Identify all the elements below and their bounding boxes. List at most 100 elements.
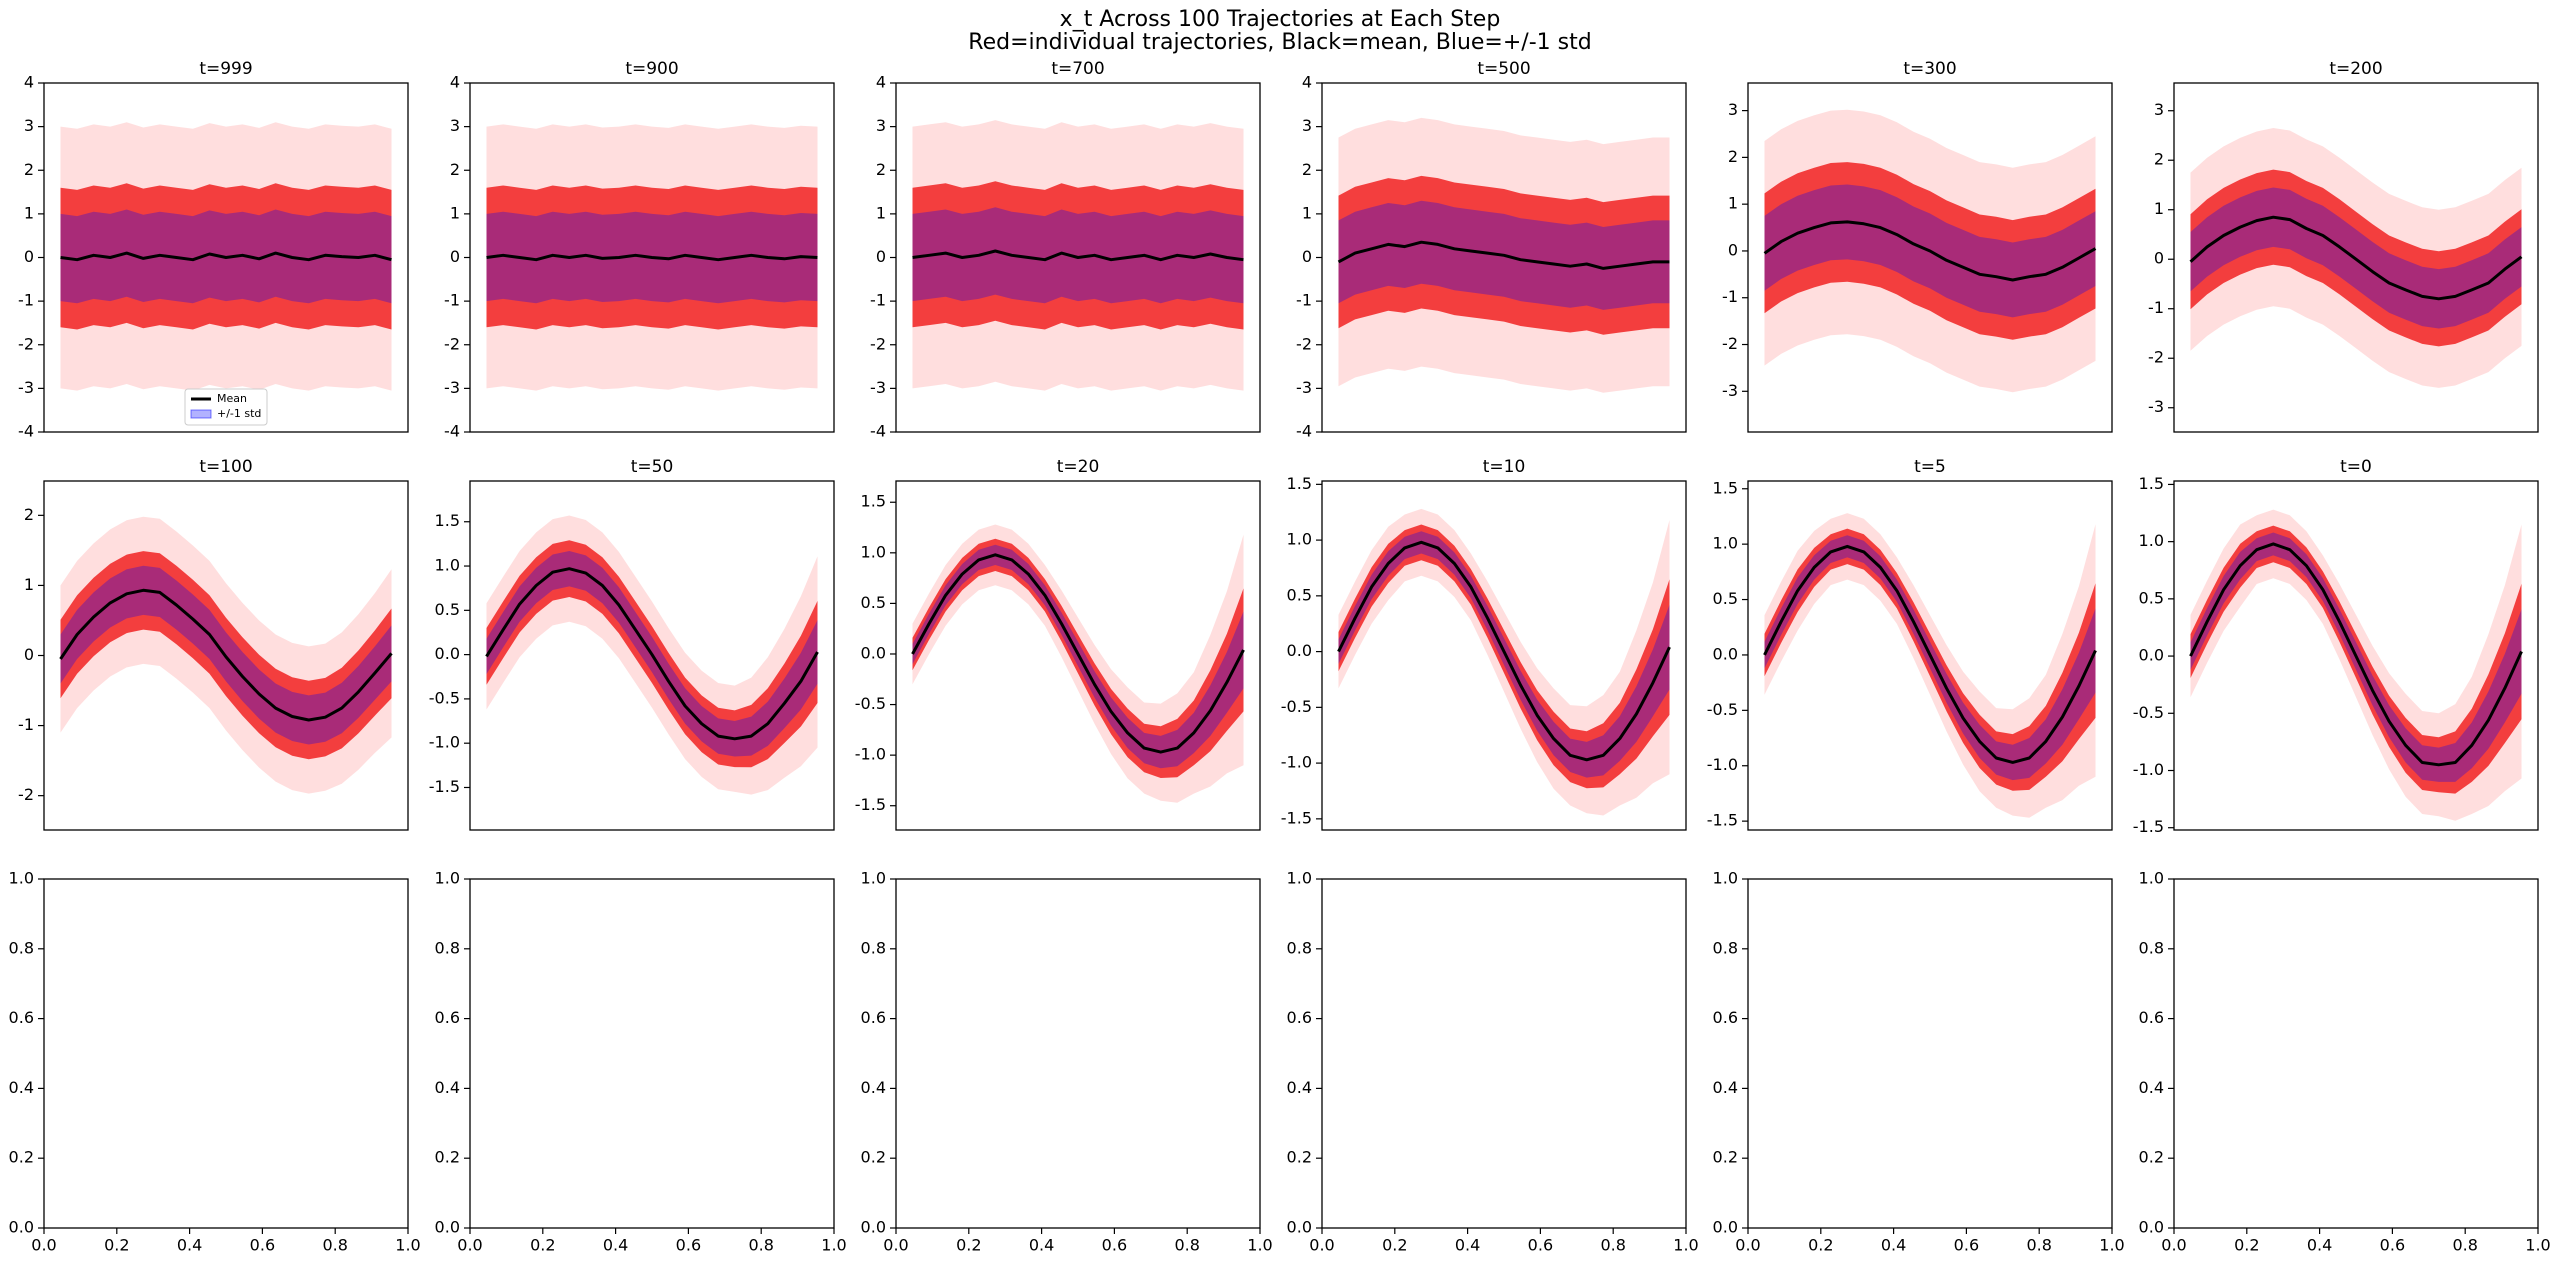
axes-frame: [1321, 878, 1687, 1229]
y-tick-label: 1.5: [2139, 474, 2164, 493]
axes-frame: [895, 480, 1261, 831]
y-tick-label: 0.4: [861, 1078, 886, 1097]
y-tick-label: 0.6: [861, 1008, 886, 1027]
y-tick-label: 0.0: [1287, 641, 1312, 660]
x-tick-label: 0.4: [2307, 1236, 2332, 1255]
y-tick-label: -3: [2148, 397, 2164, 416]
x-tick-label: 0.6: [2380, 1236, 2405, 1255]
y-tick-label: 3: [450, 116, 460, 135]
y-tick-label: 0.8: [2139, 938, 2164, 957]
y-tick-label: -2: [870, 334, 886, 353]
y-tick-label: 0: [24, 247, 34, 266]
y-tick-label: -1.5: [1707, 811, 1738, 830]
y-tick-label: -2: [1722, 334, 1738, 353]
y-tick-label: 3: [876, 116, 886, 135]
y-tick-label: 1.0: [1287, 530, 1312, 549]
y-tick-label: 0.5: [861, 593, 886, 612]
y-tick-label: 3: [1302, 116, 1312, 135]
y-tick-label: 1.0: [861, 542, 886, 561]
x-tick-label: 0.6: [676, 1236, 701, 1255]
y-tick-label: 1.5: [435, 511, 460, 530]
y-tick-label: 3: [1728, 100, 1738, 119]
x-tick-label: 0.8: [2452, 1236, 2477, 1255]
axes-frame: [469, 878, 835, 1229]
plot-area: [1763, 109, 2097, 393]
plot-area: [1337, 117, 1670, 393]
y-tick-label: 0.2: [1713, 1148, 1738, 1167]
x-tick-label: 0.6: [250, 1236, 275, 1255]
y-tick-label: 0.0: [2139, 1218, 2164, 1237]
y-tick-label: 2: [24, 160, 34, 179]
axes-frame: [895, 82, 1261, 433]
x-tick-label: 0.4: [177, 1236, 202, 1255]
y-tick-label: 1.0: [2139, 531, 2164, 550]
y-tick-label: 0.6: [435, 1008, 460, 1027]
panel-title: t=50: [631, 457, 674, 477]
axes-frame: [43, 82, 409, 433]
y-tick-label: 0.2: [435, 1148, 460, 1167]
x-tick-label: 0.4: [1029, 1236, 1054, 1255]
panel-title: t=20: [1057, 457, 1100, 477]
y-tick-label: -0.5: [855, 694, 886, 713]
y-tick-label: 0: [2154, 249, 2164, 268]
y-tick-label: 1.0: [9, 869, 34, 888]
x-tick-label: 0.0: [457, 1236, 482, 1255]
y-tick-label: -2: [1296, 334, 1312, 353]
plot-area: [2189, 128, 2523, 388]
y-tick-label: -1: [2148, 298, 2164, 317]
trajectory-core: [912, 181, 1244, 330]
figure-subtitle: Red=individual trajectories, Black=mean,…: [968, 30, 1591, 55]
axes-frame: [2173, 878, 2539, 1229]
y-tick-label: 1: [24, 203, 34, 222]
y-tick-label: 1.5: [1713, 478, 1738, 497]
y-tick-label: -4: [870, 422, 886, 441]
y-tick-label: 1: [24, 575, 34, 594]
plot-area: [911, 524, 1245, 803]
x-tick-label: 1.0: [1673, 1236, 1698, 1255]
y-tick-label: -1.5: [2133, 817, 2164, 836]
y-tick-label: 0.8: [861, 938, 886, 957]
x-tick-label: 0.8: [2026, 1236, 2051, 1255]
mean-line: [911, 553, 1245, 754]
mean-line: [1337, 240, 1670, 270]
y-tick-label: 0.6: [2139, 1008, 2164, 1027]
x-tick-label: 0.8: [1174, 1236, 1199, 1255]
y-tick-label: 0.0: [1287, 1218, 1312, 1237]
y-tick-label: -4: [1296, 422, 1312, 441]
x-tick-label: 0.0: [31, 1236, 56, 1255]
panel-title: t=100: [199, 457, 252, 477]
y-tick-label: 0.8: [1713, 938, 1738, 957]
y-tick-label: -0.5: [1707, 700, 1738, 719]
axes-frame: [1747, 480, 2113, 831]
y-tick-label: 0: [1302, 247, 1312, 266]
y-tick-label: -3: [1722, 381, 1738, 400]
std-band: [912, 207, 1244, 304]
y-tick-label: 1: [876, 203, 886, 222]
panel-title: t=500: [1477, 59, 1530, 79]
x-tick-label: 0.2: [530, 1236, 555, 1255]
y-tick-label: 0.0: [861, 643, 886, 662]
panel-title: t=10: [1483, 457, 1526, 477]
x-tick-label: 1.0: [821, 1236, 846, 1255]
y-tick-label: 0.2: [861, 1148, 886, 1167]
x-tick-label: 0.0: [1309, 1236, 1334, 1255]
y-tick-label: 0.6: [1287, 1008, 1312, 1027]
y-tick-label: -1.0: [1281, 753, 1312, 772]
plot-area: [59, 516, 393, 794]
mean-line: [59, 588, 393, 722]
y-tick-label: 0.4: [435, 1078, 460, 1097]
axes-frame: [2173, 480, 2539, 831]
y-tick-label: 0: [1728, 240, 1738, 259]
y-tick-label: 0.0: [861, 1218, 886, 1237]
y-tick-label: 0.2: [9, 1148, 34, 1167]
y-tick-label: 1: [2154, 199, 2164, 218]
legend-label: +/-1 std: [217, 407, 261, 420]
y-tick-label: 1.0: [2139, 869, 2164, 888]
x-tick-label: 0.8: [748, 1236, 773, 1255]
plot-area: [912, 120, 1244, 391]
panel-title: t=5: [1914, 457, 1946, 477]
plot-area: [60, 122, 392, 391]
panel-title: t=0: [2340, 457, 2372, 477]
x-tick-label: 1.0: [2525, 1236, 2550, 1255]
y-tick-label: 2: [1302, 160, 1312, 179]
